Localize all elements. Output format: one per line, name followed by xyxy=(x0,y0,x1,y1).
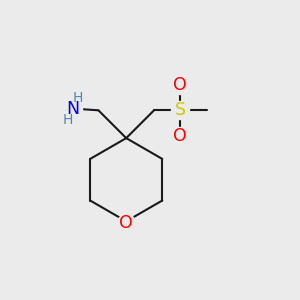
Text: N: N xyxy=(67,100,80,118)
Text: H: H xyxy=(72,91,83,104)
Text: O: O xyxy=(173,127,187,145)
Text: S: S xyxy=(175,101,186,119)
Text: H: H xyxy=(63,113,73,127)
Text: O: O xyxy=(173,76,187,94)
Text: O: O xyxy=(119,214,133,232)
